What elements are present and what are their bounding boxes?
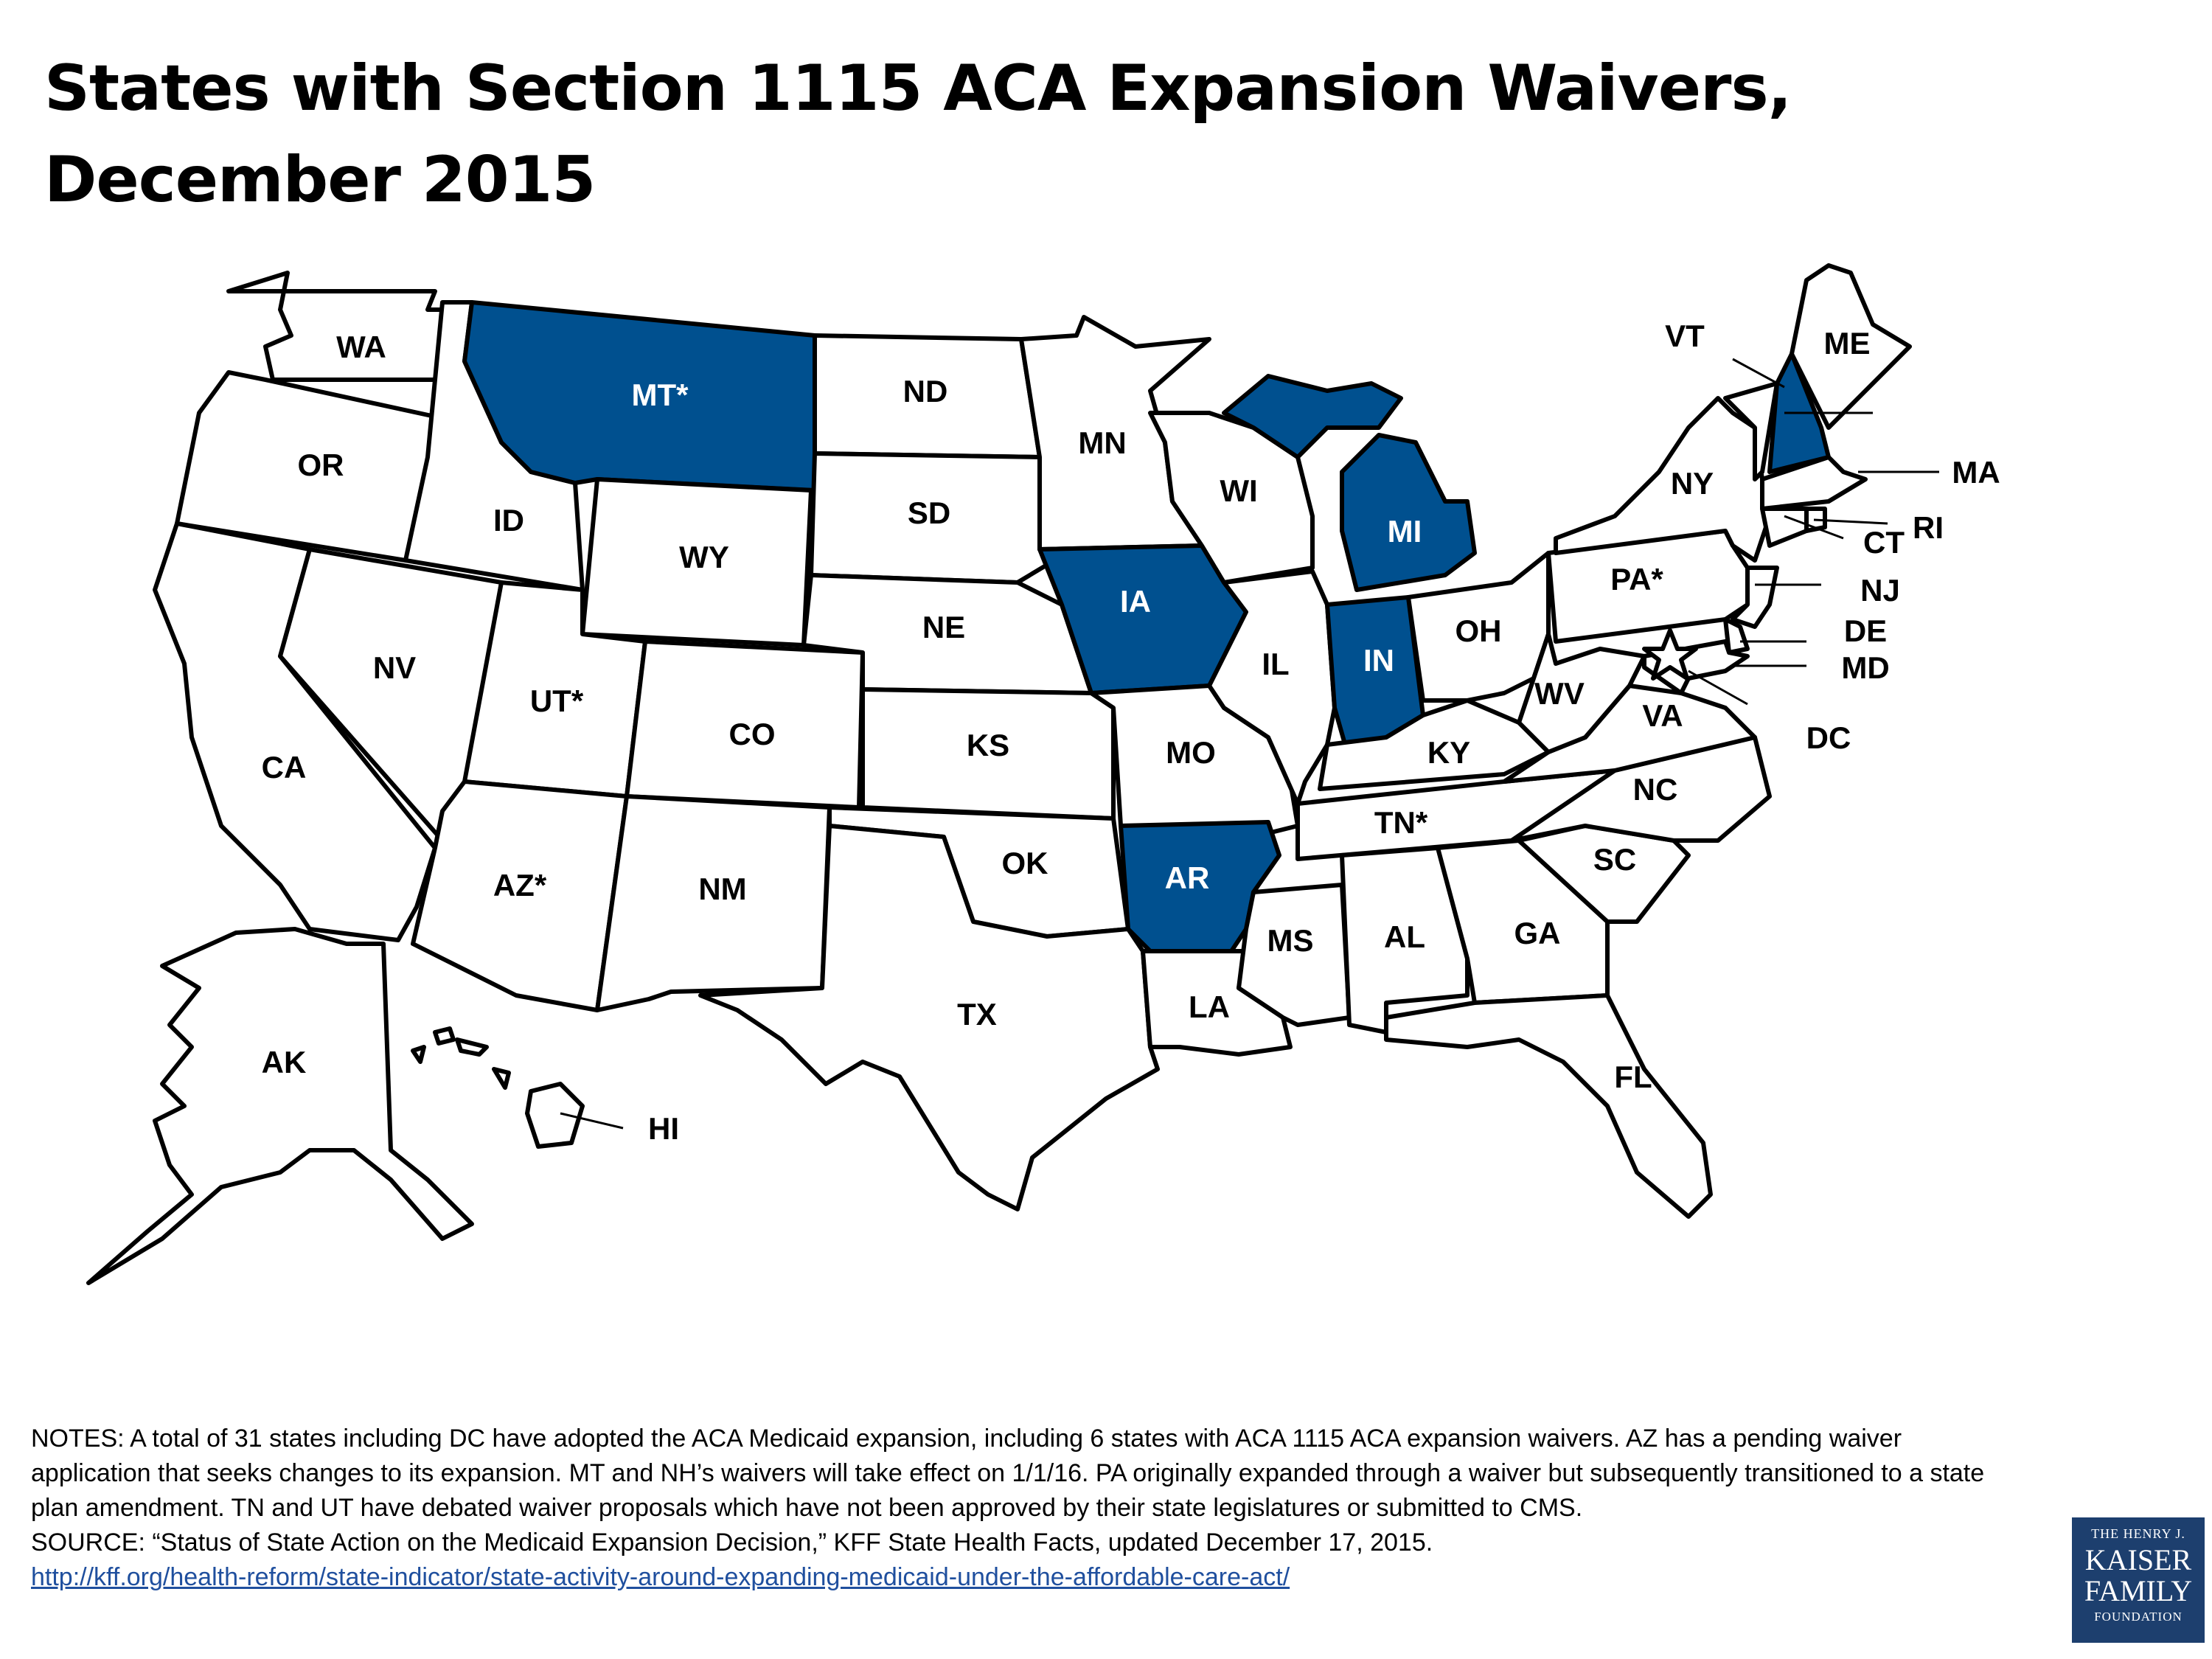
label-AL: AL — [1384, 919, 1425, 954]
label-MN: MN — [1078, 425, 1126, 460]
label-NE: NE — [922, 610, 965, 644]
label-AR: AR — [1165, 860, 1210, 895]
label-SD: SD — [908, 495, 950, 530]
label-MT: MT* — [632, 378, 689, 412]
state-WA[interactable] — [226, 271, 459, 382]
label-IL: IL — [1262, 647, 1289, 681]
source-link[interactable]: http://kff.org/health-reform/state-indic… — [31, 1563, 1290, 1591]
label-RI: RI — [1913, 510, 1944, 545]
state-CT[interactable] — [1760, 507, 1809, 548]
label-WI: WI — [1220, 473, 1257, 508]
label-HI: HI — [648, 1111, 679, 1146]
label-CO: CO — [729, 717, 776, 751]
page-title: States with Section 1115 ACA Expansion W… — [44, 52, 1792, 217]
label-OH: OH — [1455, 613, 1502, 648]
label-UT: UT* — [530, 684, 584, 718]
label-DE: DE — [1844, 613, 1887, 648]
label-ND: ND — [903, 374, 948, 408]
dc-star-icon[interactable] — [1642, 628, 1698, 681]
label-ME: ME — [1824, 326, 1871, 361]
state-WV[interactable] — [1517, 632, 1646, 754]
label-NY: NY — [1671, 466, 1714, 501]
label-OR: OR — [298, 448, 344, 482]
label-ID: ID — [493, 503, 524, 538]
label-GA: GA — [1514, 916, 1561, 950]
label-OK: OK — [1002, 846, 1048, 880]
state-TX[interactable] — [698, 824, 1160, 1211]
notes-text: NOTES: A total of 31 states including DC… — [31, 1425, 1985, 1522]
label-WA: WA — [336, 330, 386, 364]
source-text: SOURCE: “Status of State Action on the M… — [31, 1528, 1433, 1557]
label-MO: MO — [1166, 735, 1216, 770]
label-IN: IN — [1363, 643, 1394, 678]
label-LA: LA — [1189, 990, 1230, 1024]
label-FL: FL — [1614, 1060, 1652, 1094]
state-IL[interactable] — [1207, 569, 1337, 806]
state-HI[interactable] — [411, 1026, 585, 1149]
label-DC: DC — [1806, 720, 1851, 755]
label-TX: TX — [957, 997, 997, 1032]
kff-logo: THE HENRY J. KAISER FAMILY FOUNDATION — [2072, 1517, 2205, 1643]
label-AK: AK — [262, 1045, 307, 1079]
label-VA: VA — [1642, 698, 1683, 733]
label-VT: VT — [1665, 319, 1705, 353]
label-MS: MS — [1267, 923, 1314, 958]
state-KS[interactable] — [860, 687, 1116, 821]
label-NJ: NJ — [1860, 573, 1900, 608]
logo-line-1: THE HENRY J. — [2091, 1526, 2185, 1541]
leader-line-CT — [1784, 515, 1844, 540]
logo-line-4: FOUNDATION — [2094, 1610, 2183, 1624]
leader-line-RI — [1813, 518, 1888, 525]
state-DE[interactable] — [1723, 617, 1750, 655]
label-NM: NM — [698, 872, 746, 906]
label-CT: CT — [1863, 525, 1905, 560]
label-TN: TN* — [1374, 805, 1428, 840]
state-NY[interactable] — [1554, 396, 1772, 563]
label-NH: NH* — [1907, 392, 1964, 427]
notes-block: NOTES: A total of 31 states including DC… — [31, 1422, 2022, 1595]
label-PA: PA* — [1610, 562, 1663, 597]
label-MI: MI — [1388, 514, 1422, 549]
state-FL[interactable] — [1384, 993, 1713, 1219]
label-CA: CA — [262, 750, 307, 785]
label-KY: KY — [1427, 735, 1470, 770]
leader-line-VT — [1732, 358, 1785, 389]
logo-line-3: FAMILY — [2084, 1574, 2193, 1607]
label-NV: NV — [373, 650, 416, 685]
label-IA: IA — [1120, 584, 1151, 619]
state-NJ[interactable] — [1731, 566, 1779, 629]
state-MI[interactable] — [1222, 374, 1477, 592]
label-KS: KS — [967, 728, 1009, 762]
label-MD: MD — [1841, 650, 1889, 685]
leader-line-HI — [560, 1112, 624, 1130]
label-MA: MA — [1952, 455, 2000, 490]
leader-line-DC — [1688, 669, 1748, 706]
us-map: WA OR CA ID NV MT* WY UT* CO AZ* NM ND S… — [86, 263, 2000, 1285]
label-WY: WY — [679, 540, 729, 574]
state-VT[interactable] — [1723, 381, 1779, 481]
label-SC: SC — [1593, 842, 1636, 877]
state-AK[interactable] — [86, 927, 474, 1285]
logo-line-2: KAISER — [2084, 1543, 2192, 1576]
label-AZ: AZ* — [493, 868, 547, 902]
label-NC: NC — [1633, 772, 1678, 807]
label-WV: WV — [1534, 676, 1585, 711]
